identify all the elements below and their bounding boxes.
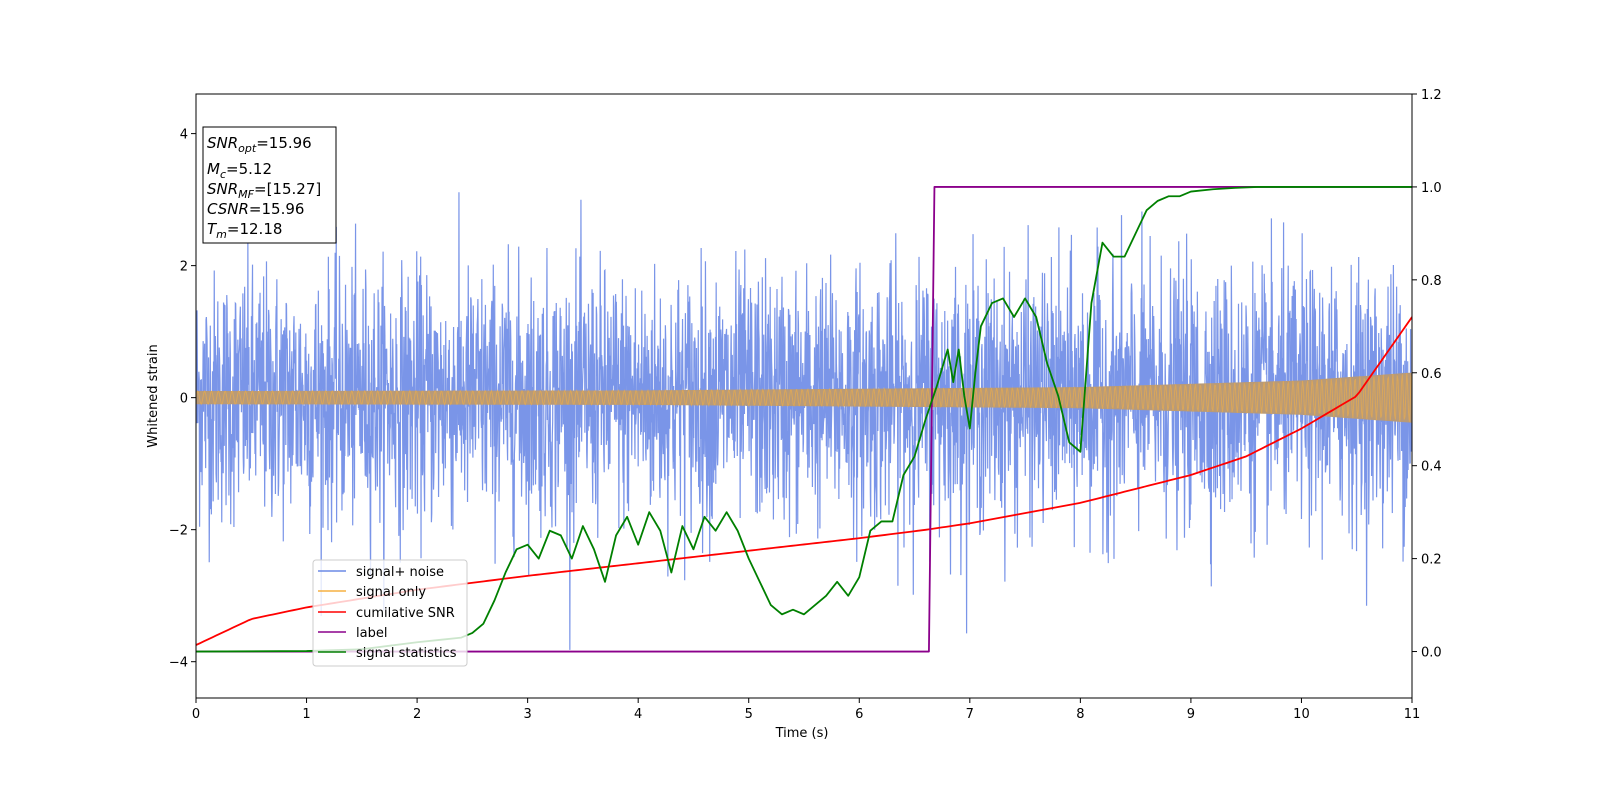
y-right-tick-label: 1.0 <box>1421 181 1442 196</box>
x-tick-label: 6 <box>855 707 863 722</box>
x-tick-label: 11 <box>1404 707 1421 722</box>
x-tick-label: 0 <box>192 707 200 722</box>
snr-mf-annotation: SNRMF=[15.27] <box>207 180 321 201</box>
y-right-tick-label: 0.2 <box>1421 553 1442 568</box>
info-box: SNRopt=15.96 Mc=5.12 SNRMF=[15.27] CSNR=… <box>202 126 337 244</box>
x-tick-label: 8 <box>1076 707 1084 722</box>
svg-text:signal statistics: signal statistics <box>356 646 457 661</box>
signal-noise-series <box>196 192 1412 650</box>
label-line <box>196 186 1412 653</box>
signal-only-line <box>196 373 1412 422</box>
svg-text:cumilative SNR: cumilative SNR <box>356 606 455 621</box>
tm-annotation: Tm=12.18 <box>207 220 282 241</box>
y-left-tick-label: 0 <box>180 392 188 407</box>
y-left-tick-label: 4 <box>180 128 188 143</box>
signal-noise-line <box>196 192 1412 650</box>
svg-text:signal only: signal only <box>356 585 426 600</box>
y-right-tick-label: 0.8 <box>1421 274 1442 289</box>
y-right-tick-label: 0.6 <box>1421 367 1442 382</box>
x-tick-label: 1 <box>302 707 310 722</box>
x-axis: 0 1 2 3 4 5 6 7 8 9 10 11 <box>192 698 1420 722</box>
signal-statistics-line <box>196 186 1412 653</box>
legend-entry-signal-only: signal only <box>318 585 426 600</box>
x-tick-label: 7 <box>966 707 974 722</box>
y-left-tick-label: −4 <box>169 656 188 671</box>
x-tick-label: 3 <box>523 707 531 722</box>
x-tick-label: 2 <box>413 707 421 722</box>
y-axis-label: Whitened strain <box>146 344 161 447</box>
x-axis-label: Time (s) <box>775 726 829 741</box>
legend-frame <box>312 559 468 667</box>
csnr-annotation: CSNR=15.96 <box>207 200 304 218</box>
legend-entry-cumulative-snr: cumilative SNR <box>318 606 455 621</box>
signal-only-series <box>196 372 1412 423</box>
snr-opt-annotation: SNRopt=15.96 <box>207 134 312 155</box>
y-right-tick-label: 0.4 <box>1421 460 1442 475</box>
y-left-tick-label: −2 <box>169 524 188 539</box>
x-tick-label: 4 <box>634 707 642 722</box>
plot-frame <box>195 93 1413 699</box>
x-tick-label: 5 <box>745 707 753 722</box>
legend-entry-signal-noise: signal+ noise <box>318 565 444 580</box>
y-axis-left: −4 −2 0 2 4 <box>169 128 196 671</box>
mc-annotation: Mc=5.12 <box>207 160 272 181</box>
legend-entry-label: label <box>318 626 387 641</box>
y-right-tick-label: 0.0 <box>1421 646 1442 661</box>
y-right-tick-label: 1.2 <box>1421 88 1442 103</box>
x-tick-label: 9 <box>1187 707 1195 722</box>
y-left-tick-label: 2 <box>180 260 188 275</box>
legend: signal+ noise signal only cumilative SNR… <box>312 559 468 667</box>
y-axis-right: 0.0 0.2 0.4 0.6 0.8 1.0 1.2 <box>1412 88 1442 661</box>
svg-text:signal+ noise: signal+ noise <box>356 565 444 580</box>
svg-text:label: label <box>356 626 387 641</box>
legend-entry-signal-statistics: signal statistics <box>318 646 457 661</box>
x-tick-label: 10 <box>1293 707 1310 722</box>
